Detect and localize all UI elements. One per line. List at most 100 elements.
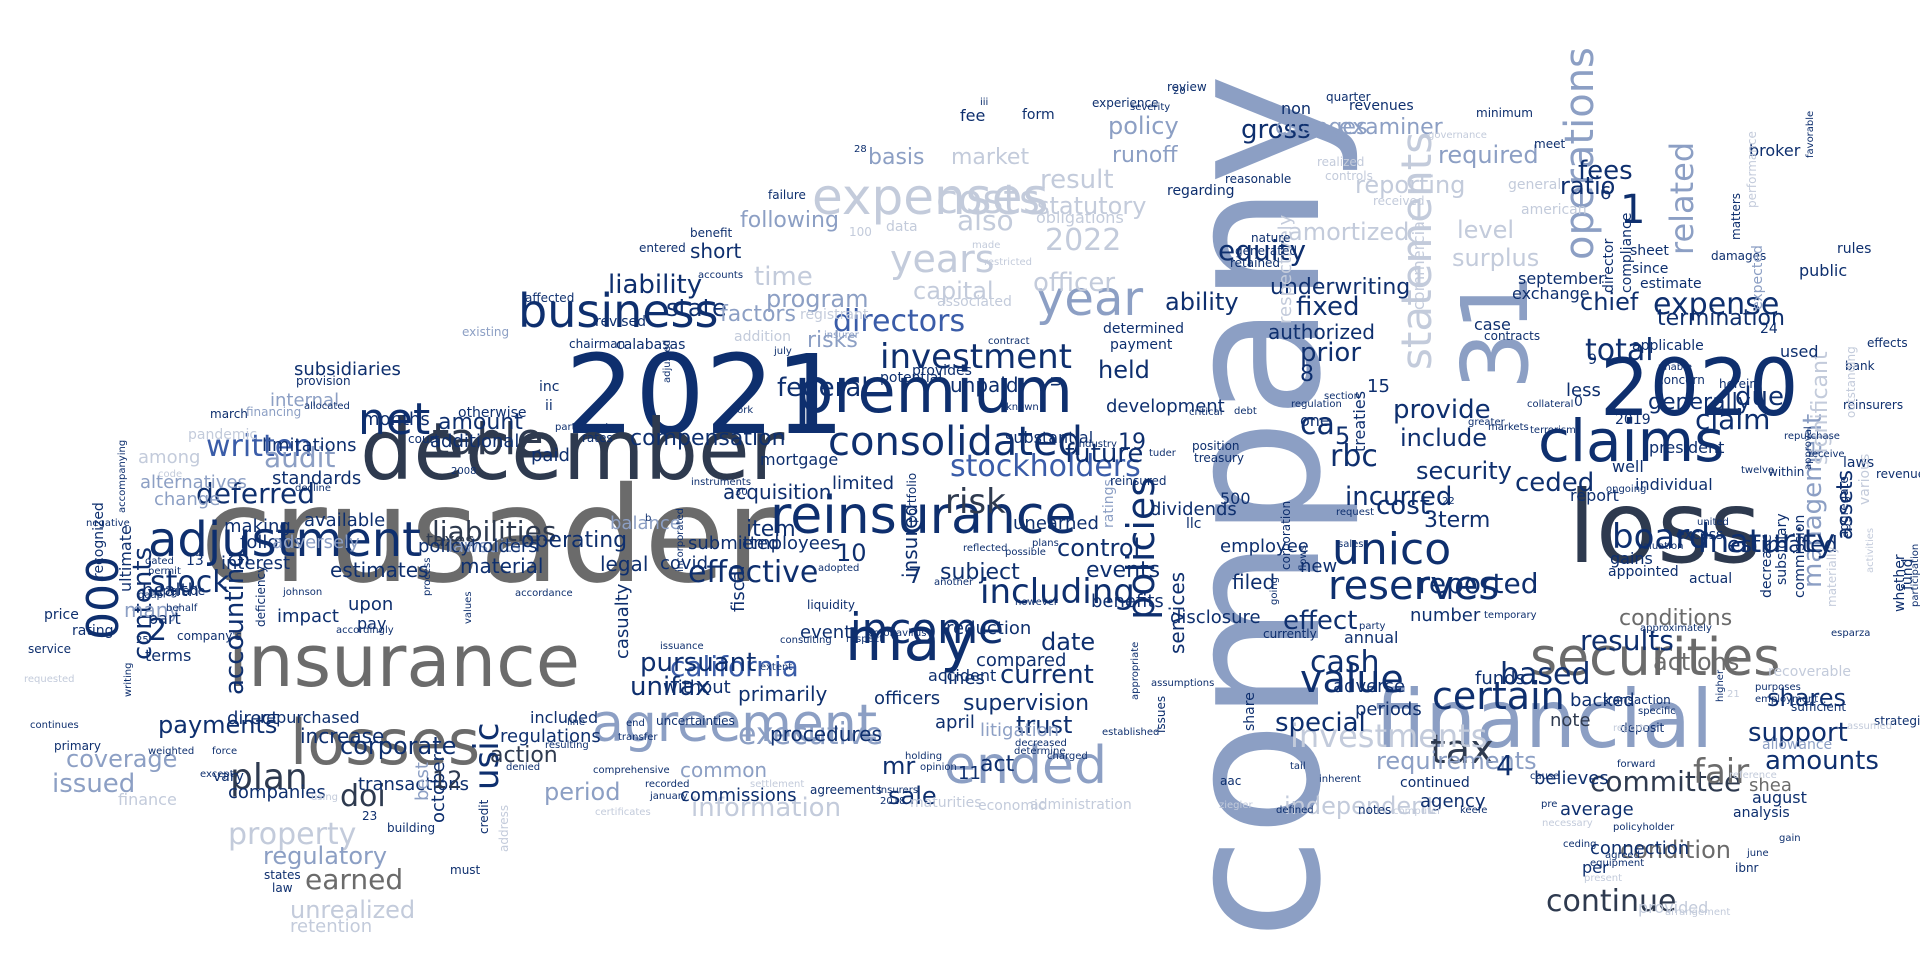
word-provided: provided bbox=[1638, 898, 1709, 917]
word-ca: ca bbox=[1300, 407, 1335, 442]
word-bank: bank bbox=[1845, 359, 1875, 373]
word-24: 24 bbox=[1760, 321, 1778, 337]
word-15: 15 bbox=[1367, 376, 1390, 397]
word-claims: claims bbox=[1538, 407, 1725, 475]
word-line: line bbox=[567, 717, 586, 728]
word-30: 30 bbox=[735, 487, 748, 498]
word-portfolio: portfolio bbox=[905, 472, 919, 523]
word-pursuant: pursuant bbox=[640, 648, 757, 678]
word-building: building bbox=[387, 821, 436, 835]
word-coverage: coverage bbox=[66, 745, 178, 773]
word-participants: participants bbox=[555, 422, 615, 433]
word-administration: administration bbox=[1030, 797, 1132, 813]
word-table: table bbox=[432, 414, 544, 465]
word-potential: potential bbox=[880, 370, 943, 386]
word-rbc: rbc bbox=[1330, 439, 1378, 474]
word-notes: notes bbox=[1358, 803, 1392, 817]
word-alternatives: alternatives bbox=[140, 472, 247, 493]
word-included: included bbox=[530, 708, 599, 727]
word-commission: commission bbox=[1792, 514, 1808, 598]
word-health: health bbox=[142, 580, 199, 601]
word-arrangement: arrangement bbox=[1665, 907, 1731, 918]
word-new: new bbox=[1300, 556, 1338, 577]
word-less: less bbox=[1566, 380, 1601, 401]
word-adjusted: adjusted bbox=[662, 339, 673, 383]
word-issued: issued bbox=[52, 769, 136, 799]
word-information: information bbox=[691, 793, 842, 823]
word-9: 9 bbox=[1588, 352, 1597, 368]
word-losses: losses bbox=[290, 706, 481, 779]
word-executive: executive bbox=[738, 717, 884, 752]
word-condition: condition bbox=[1620, 836, 1731, 864]
word-reflected: reflected bbox=[963, 543, 1008, 554]
word-reports: reports bbox=[1613, 723, 1649, 734]
word-revised: revised bbox=[595, 314, 647, 330]
word-equity: equity bbox=[1218, 234, 1307, 267]
word-greater: greater bbox=[1468, 417, 1505, 428]
word-ii: ii bbox=[545, 398, 553, 414]
word-decrease: decrease bbox=[1759, 534, 1775, 598]
word-transfer: transfer bbox=[618, 732, 658, 743]
word-following: following bbox=[740, 208, 839, 233]
word-necessary: necessary bbox=[1542, 818, 1593, 829]
word-statutory: statutory bbox=[1037, 192, 1147, 220]
word-denied: denied bbox=[506, 762, 541, 773]
word-incorporated: incorporated bbox=[675, 508, 686, 572]
word-accident: accident bbox=[928, 666, 997, 685]
word-currently: currently bbox=[1263, 627, 1317, 641]
word-expected: expected bbox=[1750, 245, 1766, 310]
word-requirements: requirements bbox=[1376, 747, 1537, 775]
word-resulting: resulting bbox=[545, 740, 589, 751]
word-item: item bbox=[746, 517, 796, 542]
word-tuder: tuder bbox=[1149, 448, 1176, 459]
word-material: material bbox=[460, 554, 544, 578]
word-materially: materially bbox=[1825, 546, 1839, 607]
word-receive: receive bbox=[1808, 449, 1845, 460]
word-broker: broker bbox=[1749, 141, 1801, 160]
word-funds: funds bbox=[1475, 668, 1525, 689]
word-program: program bbox=[766, 285, 869, 313]
word-13: 13 bbox=[186, 553, 204, 569]
word-going: going bbox=[1269, 577, 1280, 605]
word-policyholder: policyholder bbox=[1613, 822, 1675, 833]
word-obligations: obligations bbox=[1036, 208, 1124, 227]
word-short: short bbox=[690, 239, 742, 263]
word-stock: stock bbox=[150, 565, 230, 600]
word-may: may bbox=[845, 605, 976, 675]
word-pay: pay bbox=[357, 614, 387, 633]
word-temporary: temporary bbox=[1484, 610, 1537, 621]
word-estimated: estimated bbox=[1727, 533, 1838, 558]
word-making: making bbox=[224, 516, 291, 537]
word-retained: retained bbox=[1230, 256, 1281, 270]
word-expense: expense bbox=[1653, 287, 1780, 322]
word-rating: rating bbox=[72, 623, 114, 639]
word-officer: officer bbox=[1033, 268, 1116, 298]
word-maturity: maturity bbox=[1698, 522, 1836, 560]
word-year: year bbox=[1036, 271, 1144, 327]
word-certain: certain bbox=[1432, 674, 1565, 718]
word-terrorism: terrorism bbox=[1530, 425, 1576, 436]
word-actions: actions bbox=[1653, 648, 1740, 676]
word-including: including bbox=[980, 572, 1135, 612]
word-regulations: regulations bbox=[500, 726, 601, 747]
word-plan: plan bbox=[230, 757, 308, 798]
word-adverse: adverse bbox=[1333, 676, 1406, 697]
word-believes: believes bbox=[1534, 768, 1609, 789]
word-employment: employment bbox=[1755, 694, 1819, 705]
word-performance: performance bbox=[1745, 131, 1759, 208]
word-price: price bbox=[44, 607, 79, 623]
word-compensation: compensation bbox=[630, 426, 786, 451]
word-address: address bbox=[497, 804, 511, 852]
word-companies: companies bbox=[228, 782, 326, 803]
word-special: special bbox=[1275, 708, 1366, 738]
word-security: security bbox=[1416, 457, 1512, 485]
word-commercial: commercial bbox=[1409, 216, 1428, 310]
word-actual: actual bbox=[1689, 571, 1733, 587]
word-provides: provides bbox=[912, 363, 972, 379]
word-shares: shares bbox=[1767, 684, 1847, 712]
word-held: held bbox=[1098, 356, 1150, 384]
word-operating: operating bbox=[521, 528, 628, 553]
word-amortized: amortized bbox=[1288, 218, 1410, 246]
word-revenue: revenue bbox=[1876, 467, 1920, 481]
word-well: well bbox=[1612, 457, 1644, 476]
